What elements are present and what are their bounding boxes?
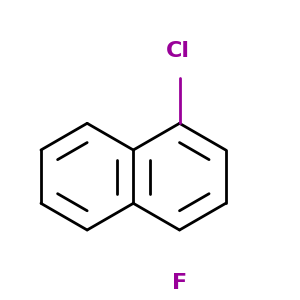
Text: Cl: Cl [166,41,190,61]
Text: F: F [172,273,187,293]
